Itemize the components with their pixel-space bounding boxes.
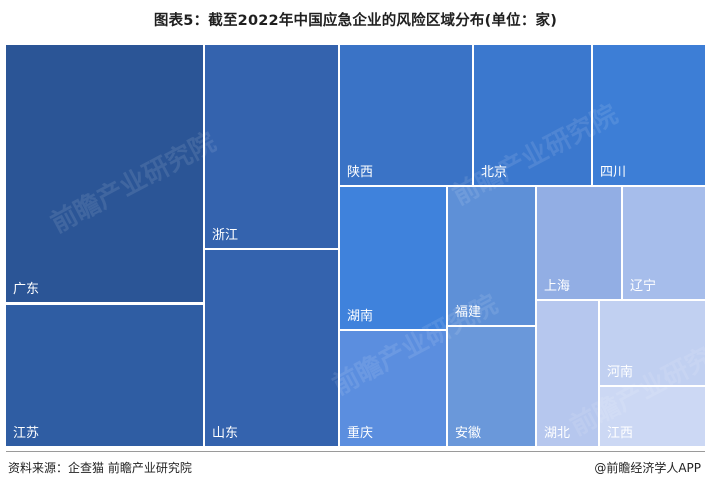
tile-label: 福建 bbox=[455, 305, 481, 320]
tile-label: 江西 bbox=[607, 426, 633, 441]
tile-label: 湖北 bbox=[544, 426, 570, 441]
source-note: 资料来源：企查猫 前瞻产业研究院 bbox=[8, 461, 192, 475]
tile-label: 山东 bbox=[212, 426, 238, 441]
tile-label: 辽宁 bbox=[630, 278, 656, 294]
tile-label: 江苏 bbox=[13, 425, 39, 441]
treemap-tile bbox=[340, 187, 446, 329]
treemap-tile bbox=[205, 45, 338, 248]
brand-credit: @前瞻经济学人APP bbox=[594, 461, 701, 475]
tile-label: 湖南 bbox=[347, 308, 373, 324]
tile-label: 北京 bbox=[481, 165, 507, 180]
treemap-tile bbox=[474, 45, 591, 185]
treemap-tile bbox=[600, 387, 705, 446]
tile-label: 广东 bbox=[13, 282, 39, 297]
treemap-tile bbox=[448, 187, 535, 325]
treemap-tile bbox=[340, 45, 472, 185]
treemap-tile bbox=[6, 305, 203, 446]
tile-label: 上海 bbox=[544, 279, 570, 294]
footer-divider bbox=[6, 451, 705, 452]
treemap-tile bbox=[6, 45, 203, 302]
treemap-tile bbox=[448, 327, 535, 446]
treemap-tile bbox=[593, 45, 705, 185]
treemap-tile bbox=[537, 301, 598, 446]
treemap-tile bbox=[600, 301, 705, 385]
treemap-tile bbox=[340, 331, 446, 446]
chart-title: 图表5：截至2022年中国应急企业的风险区域分布(单位：家) bbox=[153, 13, 558, 29]
treemap-tile bbox=[537, 187, 621, 299]
tile-label: 安徽 bbox=[455, 426, 481, 441]
tile-label: 浙江 bbox=[212, 228, 238, 243]
tile-label: 四川 bbox=[600, 165, 626, 180]
tile-label: 重庆 bbox=[347, 425, 373, 441]
treemap-tile bbox=[205, 250, 338, 446]
treemap-tile bbox=[623, 187, 705, 299]
tile-label: 河南 bbox=[607, 364, 633, 380]
tile-label: 陕西 bbox=[347, 165, 373, 180]
